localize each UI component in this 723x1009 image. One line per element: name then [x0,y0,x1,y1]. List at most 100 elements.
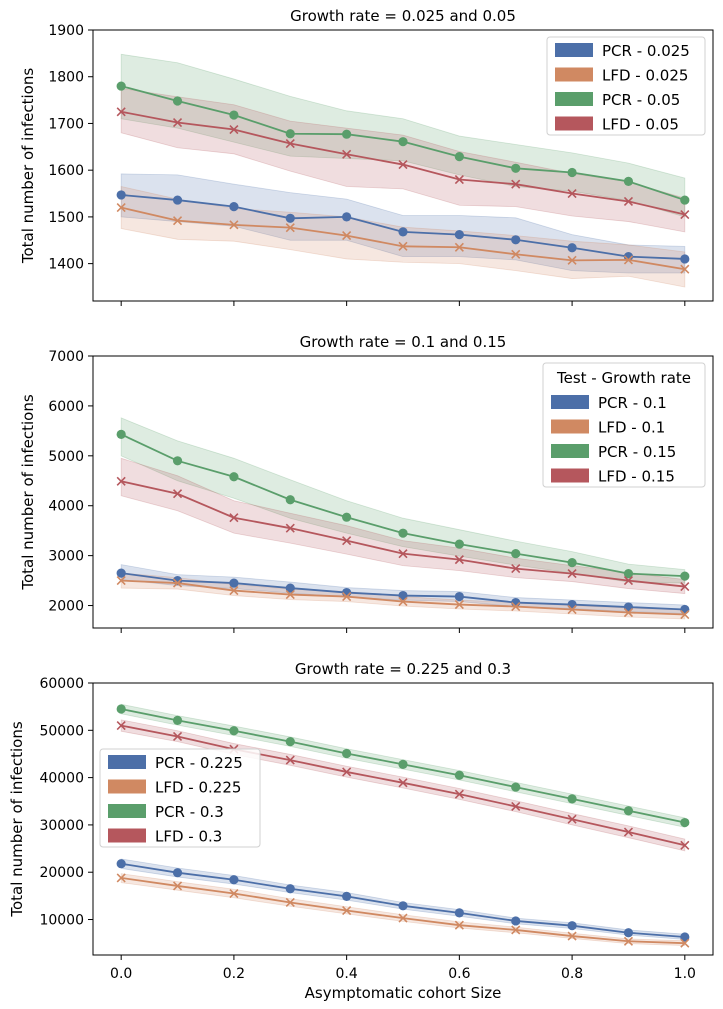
axes-frame [92,355,714,629]
confidence-band-pcr-0-15 [120,417,686,584]
data-point-lfd-0-1 [454,599,464,610]
y-tick-label: 1800 [48,70,84,86]
legend-label: PCR - 0.15 [598,443,676,461]
data-point-lfd-0-05 [623,196,634,207]
legend-swatch [551,419,589,434]
legend-label: LFD - 0.05 [602,116,679,134]
data-point-lfd-0-05 [567,188,577,199]
data-point-lfd-0-05 [454,174,464,185]
data-point-pcr-0-05 [116,81,126,91]
data-point-lfd-0-025 [567,255,577,265]
x-tick-label: 0.0 [110,966,132,982]
data-point-lfd-0-3 [567,814,577,824]
data-point-pcr-0-225 [511,916,521,926]
data-point-pcr-0-05 [567,167,577,178]
data-point-pcr-0-225 [342,891,352,901]
y-axis-label: Total number of infections [19,394,37,591]
data-point-pcr-0-025 [342,212,352,222]
data-point-lfd-0-225 [172,881,183,891]
confidence-band-pcr-0-225 [120,858,686,940]
legend-swatch [551,395,589,409]
y-tick-label: 1500 [48,210,84,226]
legend-box [99,748,261,848]
legend-label: LFD - 0.025 [602,67,688,85]
panel-3: Growth rate = 0.225 and 0.3 Total number … [8,660,714,1002]
data-point-lfd-0-15 [454,555,464,565]
data-point-lfd-0-15 [398,549,408,559]
data-point-lfd-0-025 [285,223,295,233]
data-point-pcr-0-15 [680,571,690,581]
data-point-pcr-0-025 [229,202,239,212]
plot-area [116,53,690,288]
legend-swatch [555,67,593,82]
data-point-lfd-0-025 [342,231,352,241]
data-point-lfd-0-225 [285,897,295,908]
y-tick-label: 3000 [48,549,84,565]
data-point-lfd-0-225 [680,938,690,948]
data-point-lfd-0-025 [623,255,634,265]
data-point-lfd-0-225 [454,920,464,930]
data-point-lfd-0-15 [623,576,634,586]
y-tick-label: 1400 [48,257,84,273]
data-point-pcr-0-1 [229,578,239,588]
data-point-pcr-0-15 [454,539,464,549]
data-point-lfd-0-025 [172,216,183,226]
legend-label: LFD - 0.225 [155,779,241,797]
legend: Test - Growth rate PCR - 0.1 LFD - 0.1 PCR … [542,362,706,488]
axes-frame [92,29,714,302]
legend-label: PCR - 0.225 [155,754,243,772]
data-point-pcr-0-15 [229,472,239,482]
legend-label: LFD - 0.15 [598,468,675,486]
legend-box [546,36,706,136]
panel-title: Growth rate = 0.025 and 0.05 [290,7,516,25]
legend-label: LFD - 0.3 [155,828,222,846]
data-point-lfd-0-05 [511,179,521,189]
data-point-pcr-0-225 [285,884,295,894]
data-point-pcr-0-225 [229,875,239,885]
y-tick-label: 1700 [48,116,84,132]
data-point-lfd-0-1 [229,586,239,596]
legend-label: LFD - 0.1 [598,419,665,437]
y-tick-label: 7000 [48,349,84,365]
data-point-pcr-0-3 [116,704,126,714]
x-tick-label: 0.8 [561,966,583,982]
data-point-lfd-0-225 [511,925,521,935]
data-point-lfd-0-1 [398,596,408,607]
data-point-lfd-0-3 [454,789,464,799]
x-tick-label: 0.6 [448,966,470,982]
data-point-pcr-0-1 [567,599,577,610]
data-point-lfd-0-05 [229,124,239,135]
x-tick-label: 0.4 [336,966,358,982]
y-tick-label: 6000 [48,399,84,415]
y-tick-label: 20000 [39,865,84,881]
confidence-band-lfd-0-225 [120,873,686,946]
data-point-lfd-0-15 [116,476,126,486]
data-point-pcr-0-025 [172,195,183,205]
y-tick-label: 2000 [48,599,84,615]
panel-title: Growth rate = 0.1 and 0.15 [300,333,507,351]
confidence-band-lfd-0-3 [120,719,686,852]
data-point-pcr-0-025 [623,252,634,262]
data-point-pcr-0-3 [172,715,183,725]
data-point-pcr-0-225 [680,932,690,942]
data-point-pcr-0-15 [172,456,183,466]
data-point-lfd-0-05 [680,209,690,220]
y-tick-label: 5000 [48,449,84,465]
data-point-pcr-0-05 [680,195,690,205]
legend-label: PCR - 0.1 [598,394,667,412]
data-point-pcr-0-225 [567,921,577,931]
data-point-pcr-0-025 [680,254,690,264]
data-point-lfd-0-15 [285,523,295,533]
data-point-pcr-0-025 [511,235,521,245]
legend-swatch [555,92,593,106]
data-point-pcr-0-025 [454,230,464,240]
data-point-pcr-0-025 [398,227,408,237]
y-tick-label: 30000 [39,818,84,834]
legend-label: PCR - 0.025 [602,42,690,60]
data-point-lfd-0-1 [285,589,295,600]
data-point-pcr-0-1 [680,604,690,615]
data-point-lfd-0-15 [229,513,239,523]
confidence-band-pcr-0-025 [120,173,686,274]
y-tick-label: 10000 [39,913,84,929]
legend-swatch [551,444,589,458]
